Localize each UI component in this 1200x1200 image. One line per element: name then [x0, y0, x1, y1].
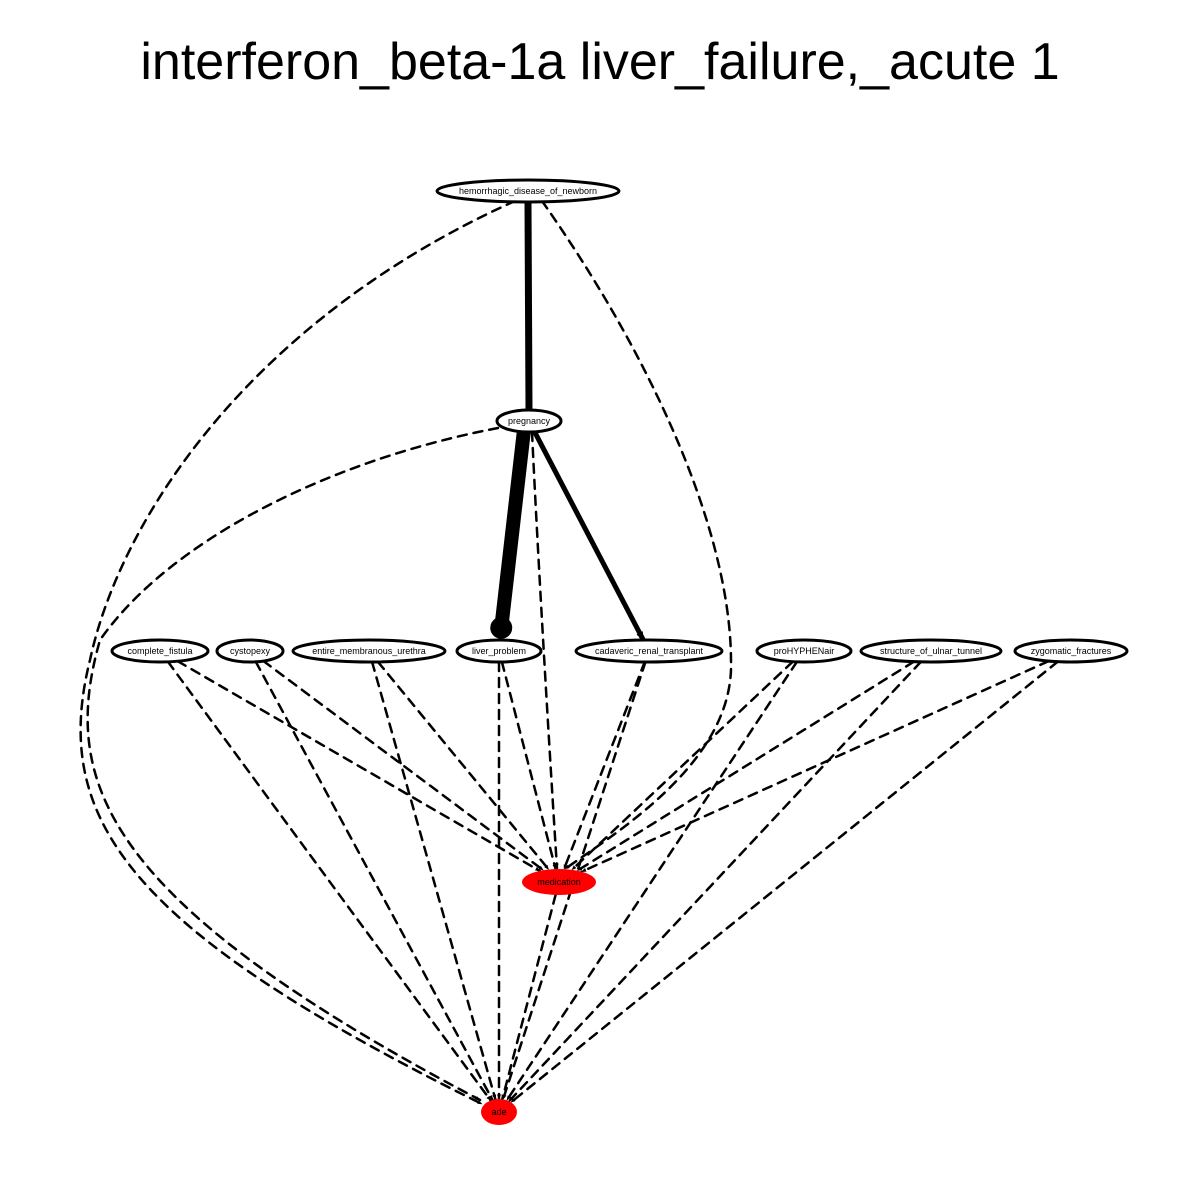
edge-hemorrhagic_disease_of_newborn-to-medication	[542, 201, 731, 869]
node-cystopexy: cystopexy	[217, 640, 283, 662]
node-label-proHYPHENair: proHYPHENair	[774, 646, 835, 656]
node-label-medication: medication	[537, 877, 581, 887]
edge-liver_problem-to-medication	[502, 662, 556, 869]
node-label-cystopexy: cystopexy	[230, 646, 271, 656]
node-label-structure_of_ulnar_tunnel: structure_of_ulnar_tunnel	[880, 646, 982, 656]
node-label-hemorrhagic_disease_of_newborn: hemorrhagic_disease_of_newborn	[459, 186, 597, 196]
node-liver_problem: liver_problem	[457, 640, 541, 662]
node-structure_of_ulnar_tunnel: structure_of_ulnar_tunnel	[861, 640, 1001, 662]
node-medication: medication	[522, 869, 596, 895]
node-label-pregnancy: pregnancy	[508, 416, 551, 426]
node-proHYPHENair: proHYPHENair	[757, 640, 851, 662]
node-pregnancy: pregnancy	[497, 410, 561, 432]
edge-complete_fistula-to-ade	[168, 662, 491, 1101]
edge-complete_fistula-to-medication	[178, 661, 540, 871]
node-label-entire_membranous_urethra: entire_membranous_urethra	[312, 646, 426, 656]
edge-pregnancy-to-cadaveric_renal_transplant	[535, 432, 644, 640]
edge-structure_of_ulnar_tunnel-to-medication	[577, 662, 914, 871]
node-zygomatic_fractures: zygomatic_fractures	[1015, 640, 1127, 662]
edge-hemorrhagic_disease_of_newborn-to-pregnancy	[528, 202, 529, 410]
node-hemorrhagic_disease_of_newborn: hemorrhagic_disease_of_newborn	[437, 180, 619, 202]
edge-zygomatic_fractures-to-medication	[582, 661, 1049, 872]
edge-entire_membranous_urethra-to-ade	[372, 662, 495, 1099]
node-ade: ade	[481, 1099, 517, 1125]
node-label-liver_problem: liver_problem	[472, 646, 526, 656]
edge-pregnancy-to-liver_problem	[501, 430, 524, 630]
node-entire_membranous_urethra: entire_membranous_urethra	[293, 640, 445, 662]
node-cadaveric_renal_transplant: cadaveric_renal_transplant	[576, 640, 722, 662]
node-label-zygomatic_fractures: zygomatic_fractures	[1031, 646, 1112, 656]
node-label-cadaveric_renal_transplant: cadaveric_renal_transplant	[595, 646, 704, 656]
node-label-complete_fistula: complete_fistula	[127, 646, 192, 656]
node-complete_fistula: complete_fistula	[112, 640, 208, 662]
node-label-ade: ade	[491, 1107, 506, 1117]
